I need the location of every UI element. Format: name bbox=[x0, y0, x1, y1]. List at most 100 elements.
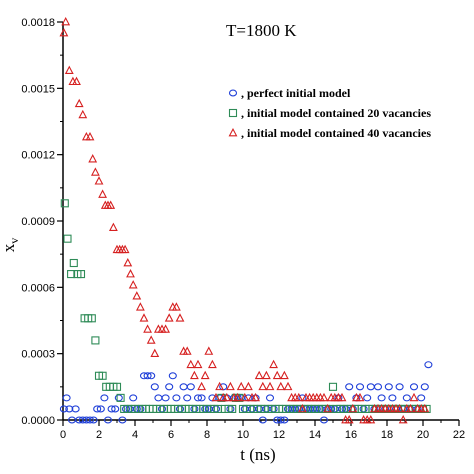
data-point-circle bbox=[280, 416, 289, 424]
data-point-square bbox=[67, 270, 76, 279]
data-point-triangle bbox=[272, 370, 282, 380]
data-point-triangle bbox=[108, 222, 118, 231]
data-point-circle bbox=[197, 394, 206, 402]
data-point-circle bbox=[211, 405, 221, 413]
x-tick-label: 10 bbox=[237, 429, 249, 441]
data-point-circle bbox=[65, 405, 74, 413]
y-tick-label: 0.0009 bbox=[21, 216, 55, 228]
data-point-circle bbox=[226, 405, 235, 413]
series-square bbox=[60, 199, 431, 413]
x-tick-label: 12 bbox=[273, 429, 285, 441]
x-tick-label: 16 bbox=[345, 429, 357, 441]
data-point-triangle bbox=[215, 381, 225, 391]
data-point-square bbox=[328, 382, 338, 391]
data-point-triangle bbox=[182, 346, 192, 355]
legend-item: , perfect initial model bbox=[228, 86, 351, 100]
data-point-circle bbox=[269, 405, 278, 413]
data-point-circle bbox=[247, 405, 257, 413]
y-axis-title-main: x bbox=[0, 243, 18, 252]
annotation-temperature: T=1800 K bbox=[226, 21, 297, 40]
data-point-circle bbox=[103, 416, 113, 424]
data-point-triangle bbox=[186, 359, 196, 369]
y-tick-label: 0.0018 bbox=[21, 17, 55, 29]
x-tick-label: 14 bbox=[309, 429, 321, 441]
x-tick-label: 22 bbox=[453, 429, 465, 441]
data-point-circle bbox=[424, 361, 433, 369]
data-point-triangle bbox=[59, 28, 69, 37]
data-point-circle bbox=[59, 405, 68, 413]
x-axis-title: t (ns) bbox=[240, 445, 275, 464]
data-point-triangle bbox=[211, 392, 221, 402]
legend-marker-circle bbox=[228, 89, 238, 97]
data-point-triangle bbox=[161, 324, 171, 333]
x-tick-label: 18 bbox=[381, 429, 393, 441]
series-circle bbox=[59, 361, 433, 424]
data-point-square bbox=[87, 314, 96, 323]
data-point-triangle bbox=[344, 414, 354, 424]
data-point-triangle bbox=[319, 392, 329, 402]
data-point-square bbox=[112, 382, 122, 391]
data-point-circle bbox=[175, 405, 185, 413]
data-point-circle bbox=[93, 405, 102, 413]
data-point-circle bbox=[179, 383, 188, 391]
data-point-triangle bbox=[146, 335, 156, 344]
data-point-square bbox=[98, 371, 107, 380]
data-point-triangle bbox=[126, 269, 135, 278]
data-point-circle bbox=[359, 405, 368, 413]
data-point-triangle bbox=[150, 348, 160, 358]
legend-marker-square bbox=[228, 108, 238, 118]
data-point-circle bbox=[85, 416, 95, 424]
points-layer bbox=[59, 16, 433, 424]
data-point-triangle bbox=[366, 414, 376, 424]
data-point-triangle bbox=[395, 403, 405, 413]
data-point-triangle bbox=[85, 131, 95, 141]
data-point-triangle bbox=[405, 403, 415, 413]
y-axis-title: xv bbox=[0, 238, 21, 253]
data-point-triangle bbox=[420, 403, 430, 413]
data-point-circle bbox=[319, 416, 329, 424]
data-point-triangle bbox=[94, 176, 104, 185]
data-point-triangle bbox=[128, 280, 138, 289]
data-point-triangle bbox=[98, 189, 108, 198]
x-tick-label: 8 bbox=[204, 429, 210, 441]
data-point-triangle bbox=[132, 291, 142, 300]
data-point-triangle bbox=[135, 302, 145, 311]
data-point-square bbox=[69, 258, 78, 268]
data-point-triangle bbox=[337, 392, 347, 402]
data-point-triangle bbox=[258, 381, 268, 391]
data-point-circle bbox=[240, 405, 249, 413]
data-point-circle bbox=[373, 383, 383, 391]
data-point-circle bbox=[62, 394, 71, 402]
data-point-triangle bbox=[61, 16, 71, 26]
data-point-circle bbox=[111, 405, 120, 413]
data-point-circle bbox=[183, 394, 192, 402]
legend-label: , perfect initial model bbox=[241, 86, 351, 100]
data-point-circle bbox=[129, 394, 138, 402]
data-point-circle bbox=[366, 383, 375, 391]
data-point-triangle bbox=[139, 313, 149, 322]
y-tick-label: 0.0006 bbox=[21, 282, 55, 294]
series-triangle bbox=[59, 16, 430, 424]
data-point-circle bbox=[276, 416, 285, 424]
legend-item: , initial model contained 40 vacancies bbox=[228, 126, 431, 140]
data-point-circle bbox=[71, 405, 80, 413]
data-point-triangle bbox=[323, 403, 333, 413]
data-point-triangle bbox=[64, 65, 74, 74]
axes-layer: 0 2 4 6 8 10 12 14 16 18 20 22 0.0000 0.0003 0.0006 0.0… bbox=[21, 17, 465, 441]
data-point-triangle bbox=[236, 381, 246, 391]
data-point-triangle bbox=[143, 324, 153, 333]
data-point-triangle bbox=[189, 370, 199, 380]
data-point-triangle bbox=[197, 381, 207, 391]
data-point-circle bbox=[96, 405, 105, 413]
data-point-square bbox=[228, 404, 237, 413]
data-point-circle bbox=[89, 416, 98, 424]
data-point-circle bbox=[150, 383, 159, 391]
data-point-square bbox=[63, 234, 72, 243]
data-point-circle bbox=[157, 405, 167, 413]
data-point-triangle bbox=[297, 403, 307, 413]
legend-marker-triangle bbox=[228, 127, 238, 137]
data-point-triangle bbox=[193, 359, 203, 369]
data-point-circle bbox=[265, 394, 275, 402]
data-point-triangle bbox=[269, 359, 279, 369]
